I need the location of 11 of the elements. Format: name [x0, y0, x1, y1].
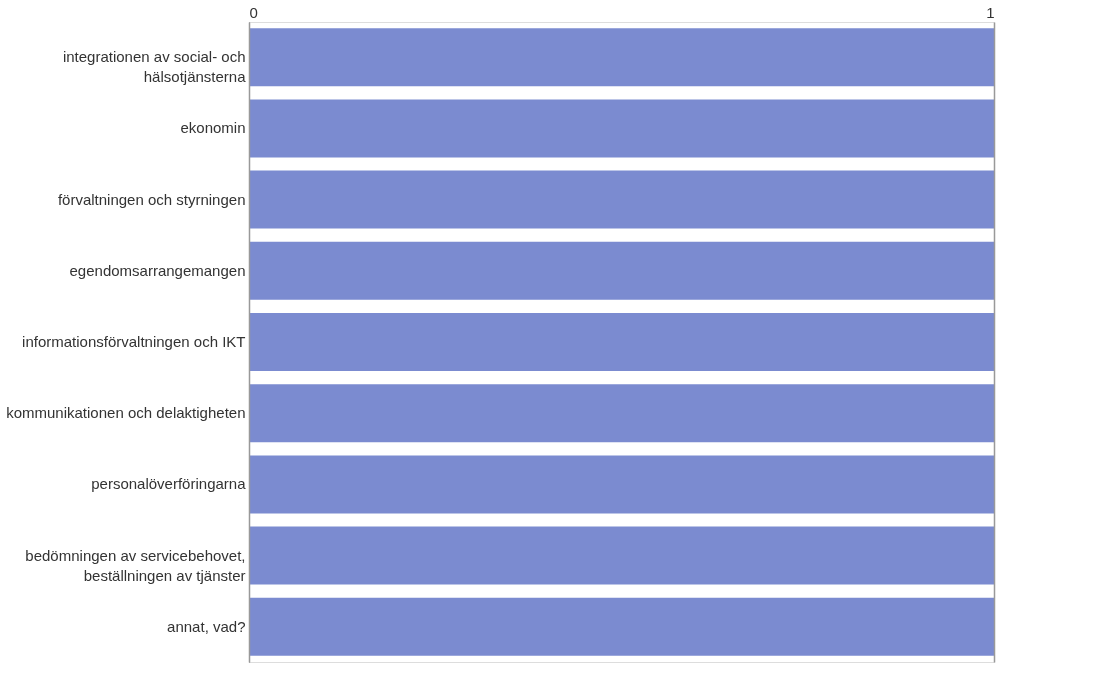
- y-tick-label: förvaltningen och styrningen: [57, 190, 246, 208]
- y-tick-label: egendomsarrangemangen: [69, 261, 246, 279]
- y-tick-label: ekonomin: [180, 119, 246, 137]
- x-tick-label: 1: [986, 3, 995, 21]
- y-tick-label: bedömningen av servicebehovet, beställningen av tjänster: [25, 546, 246, 584]
- y-tick-label: integrationen av social- och hälsotjänsterna: [62, 48, 247, 86]
- y-tick-label: annat, vad?: [167, 617, 246, 635]
- y-tick-label: personalöverföringarna: [91, 475, 247, 493]
- y-tick-label: informationsförvaltningen och IKT: [22, 333, 246, 350]
- y-tick-label: kommunikationen och delaktigheten: [6, 404, 246, 422]
- x-tick-label: 0: [249, 3, 258, 21]
